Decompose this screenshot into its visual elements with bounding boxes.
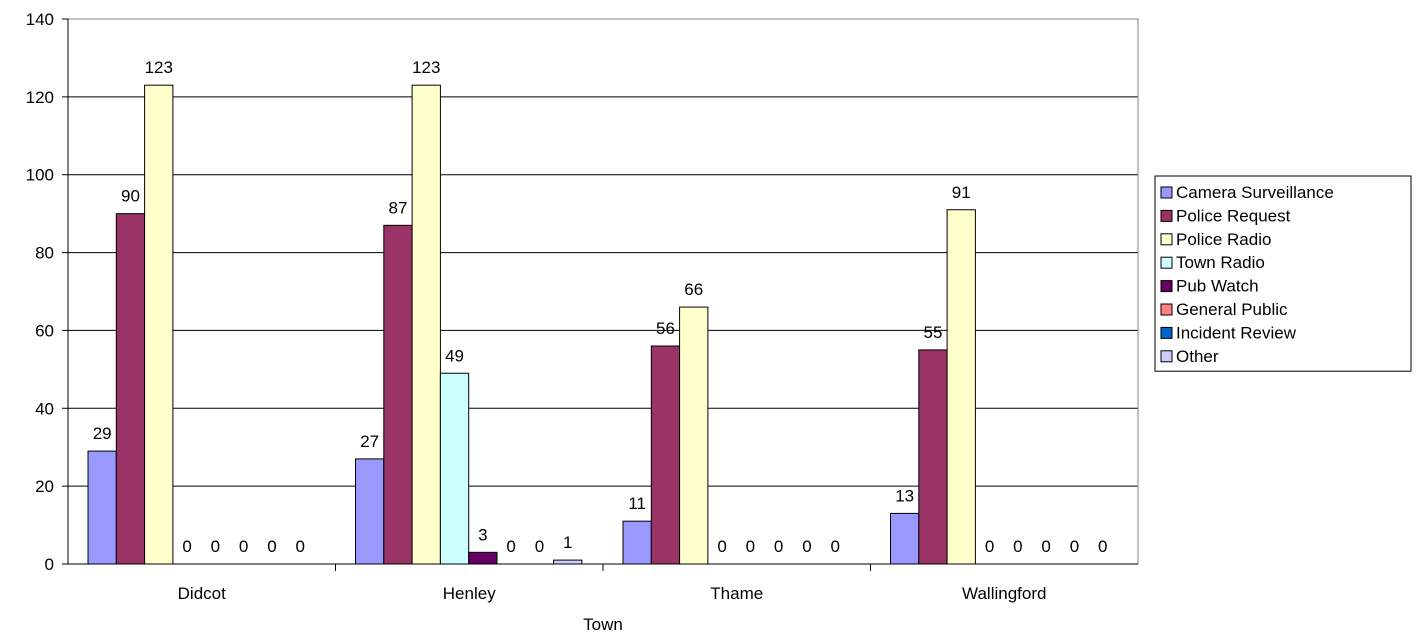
data-label: 29 <box>93 424 112 443</box>
x-tick-labels: Didcot Henley Thame Wallingford <box>178 584 1047 603</box>
data-label: 87 <box>388 198 407 217</box>
data-label: 11 <box>628 494 646 513</box>
axes <box>62 18 1139 571</box>
data-label: 0 <box>267 537 276 556</box>
bar <box>622 520 652 565</box>
data-label: 56 <box>656 319 675 338</box>
bar <box>355 458 385 565</box>
data-label: 55 <box>923 323 942 342</box>
legend-swatch <box>1160 209 1173 222</box>
data-label: 27 <box>360 432 379 451</box>
data-label: 13 <box>895 486 914 505</box>
data-label: 0 <box>239 537 248 556</box>
y-tick-label: 140 <box>26 10 54 29</box>
data-label: 0 <box>1041 537 1050 556</box>
data-label: 123 <box>412 58 440 77</box>
data-label: 1 <box>563 533 572 552</box>
legend-label: Pub Watch <box>1176 277 1259 296</box>
data-label: 0 <box>211 537 220 556</box>
data-label: 66 <box>684 280 703 299</box>
data-label: 0 <box>182 537 191 556</box>
legend-swatch <box>1160 303 1173 316</box>
data-label: 3 <box>478 525 487 544</box>
legend-swatch <box>1160 326 1173 339</box>
data-label: 0 <box>746 537 755 556</box>
legend-swatch <box>1160 280 1173 293</box>
legend-label: Police Request <box>1176 206 1291 225</box>
data-label: 49 <box>445 346 464 365</box>
x-tick-label: Wallingford <box>962 584 1046 603</box>
bar <box>383 224 413 565</box>
data-label: 0 <box>802 537 811 556</box>
data-label: 0 <box>1013 537 1022 556</box>
data-label: 0 <box>985 537 994 556</box>
y-tick-label: 20 <box>35 477 54 496</box>
data-label: 0 <box>717 537 726 556</box>
legend-label: Police Radio <box>1176 230 1271 249</box>
x-tick-label: Didcot <box>178 584 226 603</box>
bar <box>946 209 976 565</box>
y-tick-label: 120 <box>26 88 54 107</box>
legend: Camera Surveillance Police Request Police … <box>1154 175 1412 372</box>
plot-area-border <box>67 18 1139 565</box>
legend-swatch <box>1160 350 1173 363</box>
legend-swatch <box>1160 233 1173 246</box>
y-tick-label: 100 <box>26 166 54 185</box>
bar <box>679 306 709 565</box>
x-tick-label: Thame <box>710 584 763 603</box>
x-tick-label: Henley <box>443 584 496 603</box>
bar <box>650 345 681 565</box>
y-tick-label: 80 <box>35 244 54 263</box>
legend-label: Incident Review <box>1176 323 1297 342</box>
legend-swatch <box>1160 186 1173 199</box>
data-label: 0 <box>535 537 544 556</box>
gridlines <box>68 96 1138 487</box>
bar <box>87 450 117 565</box>
bar <box>553 559 583 565</box>
legend-label: Town Radio <box>1176 253 1265 272</box>
data-label: 0 <box>774 537 783 556</box>
y-tick-label: 0 <box>45 555 54 574</box>
data-label: 91 <box>952 183 971 202</box>
data-label: 123 <box>145 58 173 77</box>
data-label: 0 <box>831 537 840 556</box>
y-tick-labels: 0 20 40 60 80 100 120 140 <box>26 10 54 574</box>
data-label: 0 <box>296 537 305 556</box>
legend-swatch <box>1160 256 1173 269</box>
legend-box <box>1154 175 1412 372</box>
data-label: 0 <box>506 537 515 556</box>
bars <box>87 84 976 565</box>
legend-label: Camera Surveillance <box>1176 183 1334 202</box>
legend-label: General Public <box>1176 300 1288 319</box>
data-label: 90 <box>121 187 140 206</box>
y-tick-label: 60 <box>35 321 54 340</box>
bar <box>918 349 948 565</box>
bar <box>115 213 146 565</box>
bar <box>144 84 174 565</box>
data-label: 0 <box>1070 537 1079 556</box>
x-axis-title: Town <box>583 615 623 634</box>
legend-label: Other <box>1176 347 1219 366</box>
data-label: 0 <box>1098 537 1107 556</box>
bar <box>439 372 470 565</box>
bar <box>411 84 441 565</box>
y-tick-label: 40 <box>35 399 54 418</box>
bar <box>468 551 498 565</box>
bar <box>890 512 920 565</box>
